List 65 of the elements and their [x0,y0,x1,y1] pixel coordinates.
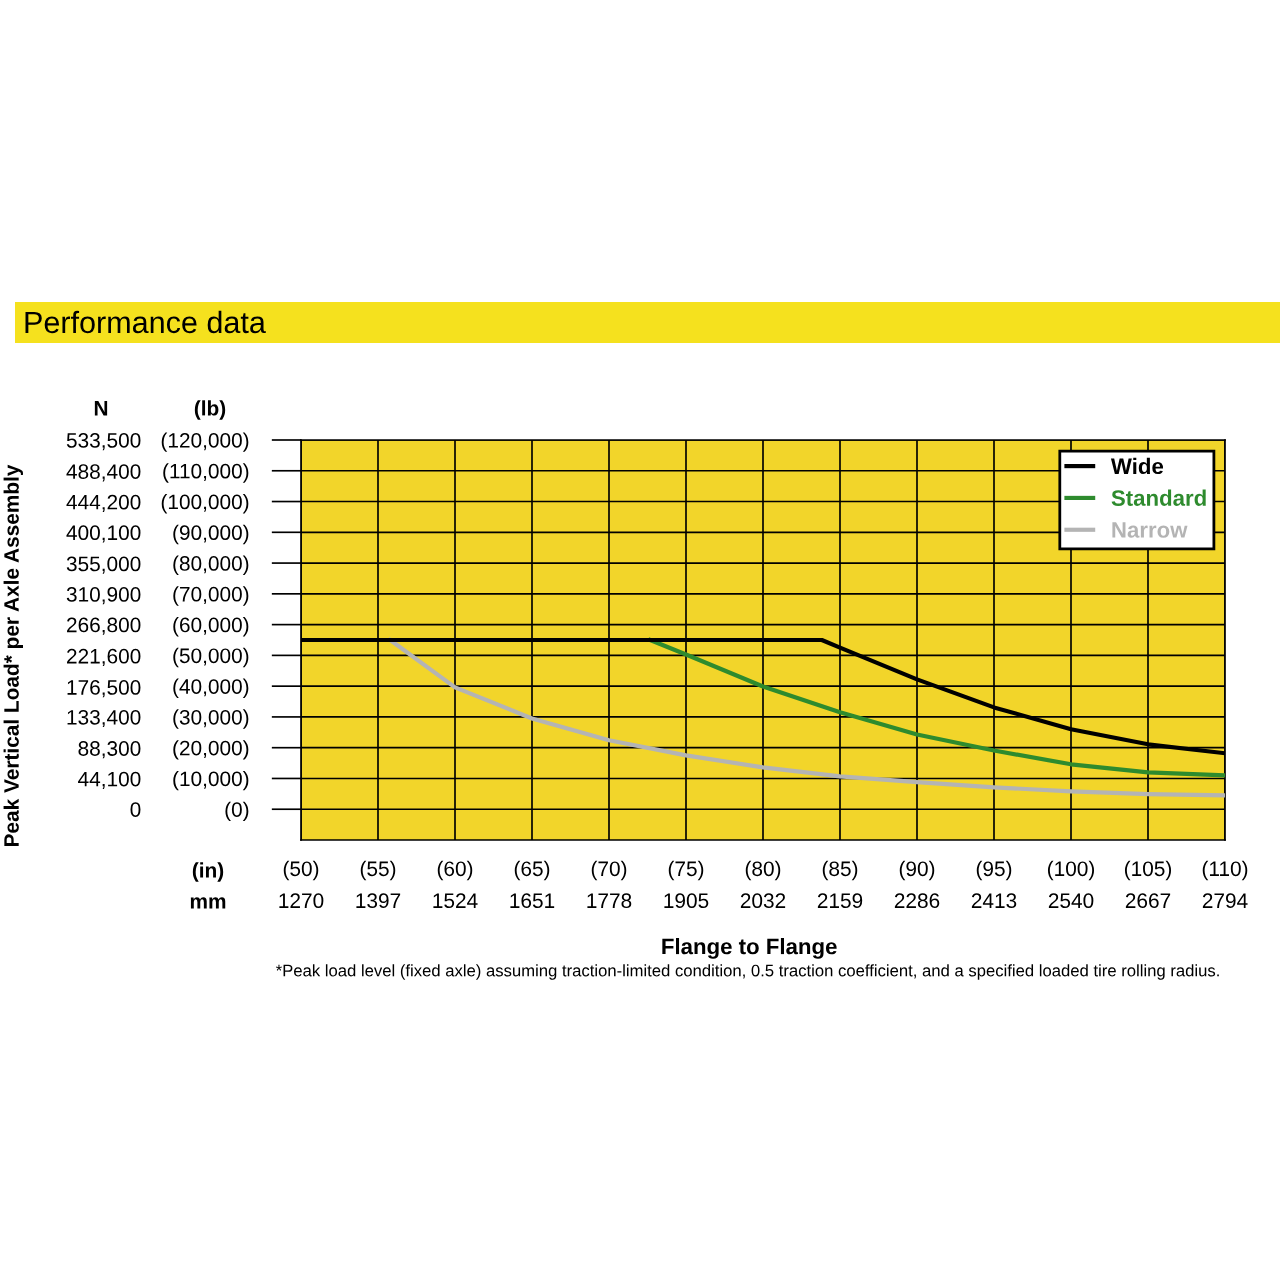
y-tick-label: (50,000) [173,647,249,668]
y-tick-label: (20,000) [173,740,249,760]
x-axis-title: Flange to Flange [662,938,837,959]
x2-tick-label: (65) [514,860,550,881]
x-tick-label: 2413 [971,893,1017,909]
x2-tick-label: (75) [668,860,704,881]
x2-tick-label: (55) [360,860,396,881]
legend-label: Narrow [1112,522,1188,538]
y-tick-label: (60,000) [173,617,249,637]
x-tick-label: 2794 [1202,893,1248,909]
text: N [94,401,108,416]
y2-tick-label: 44,100 [78,771,141,789]
y-tick-label: (70,000) [173,586,249,606]
y2-axis-title: Peak Vertical Load* per Axle Assembly [3,464,23,847]
x-tick-label: 1397 [356,893,401,909]
y-tick-label: (110,000) [163,463,249,483]
y2-tick-label: 221,600 [67,648,141,667]
x2-tick-label: (85) [822,860,858,881]
text: *Peak load level (fixed axle) assuming traction-limited condition, 0.5 traction coefficient, and a specified loaded tire rolling radius. [275,964,1219,980]
x-tick-label: 1524 [433,893,478,909]
y2-tick-label: 176,500 [67,680,141,698]
x-tick-label: 2667 [1125,893,1171,909]
text: (in) [192,862,224,882]
y2-tick-label: 400,100 [66,525,141,543]
x-tick-label: 1778 [587,893,632,909]
y-tick-label: (120,000) [161,432,249,452]
x2-tick-label: (95) [976,860,1012,881]
y-tick-label: (40,000) [173,678,249,699]
y2-tick-label: 310,900 [66,587,141,605]
y2-tick-label: 533,500 [66,433,141,451]
y-tick-label: (100,000) [161,493,249,514]
x2-tick-label: (105) [1124,860,1172,881]
line-series [648,637,1225,778]
legend-label: Wide [1110,457,1164,475]
y-tick-label: (10,000) [173,770,249,791]
x2-tick-label: (50) [283,860,319,881]
x-tick-label: 2159 [817,893,863,909]
x-tick-label: 1270 [279,893,324,909]
x2-tick-label: (110) [1202,860,1248,881]
line-series [388,637,1225,798]
x-tick-label: 2032 [740,893,786,909]
x-tick-label: 2286 [894,893,940,909]
y2-tick-label: 488,400 [66,464,141,482]
x2-tick-label: (100) [1047,860,1095,881]
chart-title: Performance data [25,310,266,334]
y2-tick-label: 0 [130,802,141,817]
x2-tick-label: (60) [437,860,473,881]
y-tick-label: (80,000) [173,555,249,575]
y2-tick-label: 266,800 [67,617,141,635]
x2-tick-label: (80) [745,860,781,881]
y-tick-label: (30,000) [173,709,249,729]
y2-tick-label: 133,400 [67,709,141,728]
x-tick-label: 1651 [510,893,555,909]
y-tick-label: (0) [225,801,249,822]
y2-tick-label: 355,000 [66,556,141,574]
x-tick-label: 2540 [1048,893,1094,909]
x-tick-label: 1905 [664,893,709,909]
legend-label: Standard [1111,489,1206,506]
text: mm [190,897,226,909]
y2-tick-label: 444,200 [66,494,141,513]
x2-tick-label: (70) [591,860,627,881]
x2-tick-label: (90) [899,860,935,881]
y2-tick-label: 88,300 [78,741,141,759]
text: (lb) [194,400,226,420]
y-tick-label: (90,000) [173,524,249,545]
